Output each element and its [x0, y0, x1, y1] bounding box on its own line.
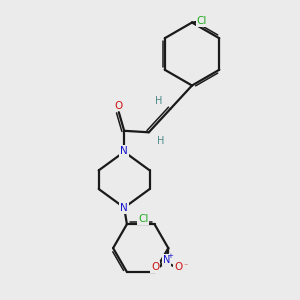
Text: ⁻: ⁻ [183, 261, 188, 270]
Text: O: O [174, 262, 182, 272]
Text: Cl: Cl [196, 16, 207, 26]
Text: O: O [115, 100, 123, 111]
Text: H: H [157, 136, 164, 146]
Text: +: + [167, 253, 173, 259]
Text: N: N [120, 203, 128, 213]
Text: Cl: Cl [138, 214, 148, 224]
Text: H: H [155, 95, 163, 106]
Text: O: O [151, 262, 160, 272]
Text: N: N [120, 146, 128, 156]
Text: N: N [163, 255, 170, 265]
